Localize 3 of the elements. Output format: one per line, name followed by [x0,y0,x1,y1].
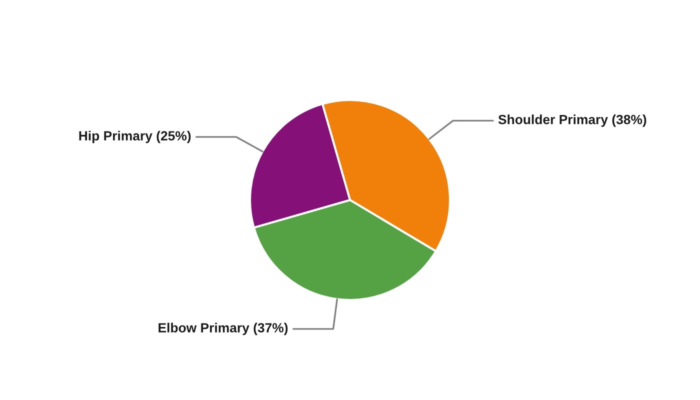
slice-label: Shoulder Primary (38%) [498,114,646,127]
slice-label: Hip Primary (25%) [79,130,191,144]
slice-label: Elbow Primary (37%) [158,322,288,336]
